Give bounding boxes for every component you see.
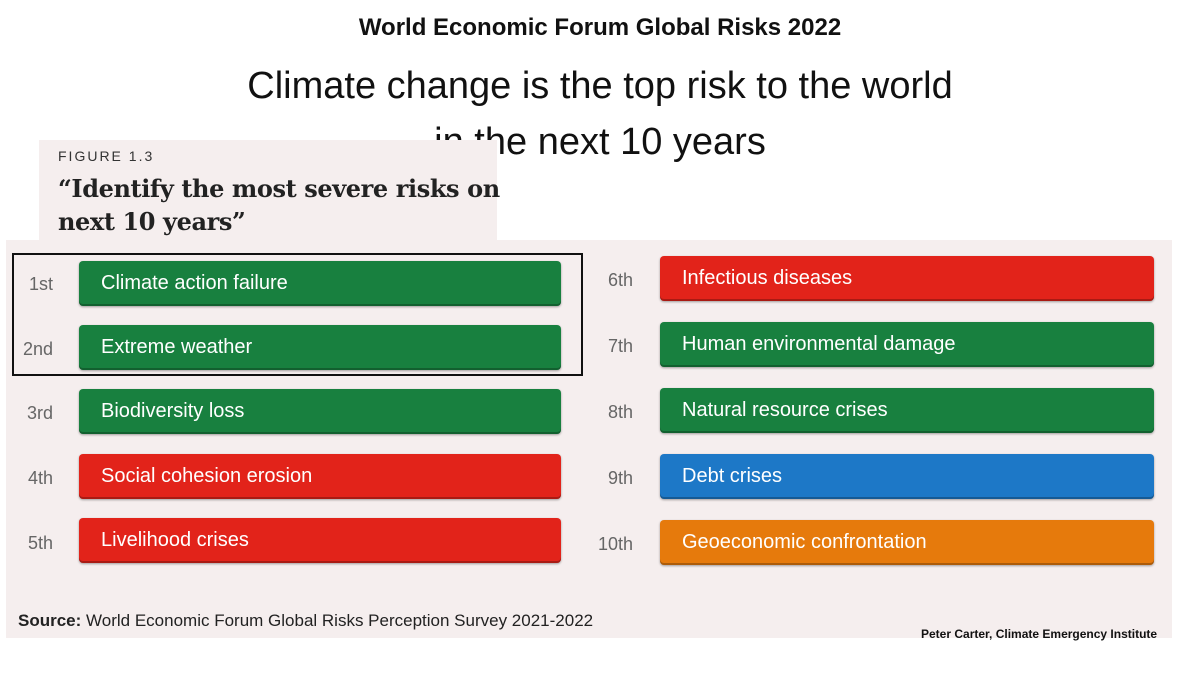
figure-header: FIGURE 1.3 “Identify the most severe ris… <box>39 140 500 240</box>
risk-bar: Livelihood crises <box>79 518 561 563</box>
risk-bar: Biodiversity loss <box>79 389 561 434</box>
risk-rank: 2nd <box>23 339 54 359</box>
slide-title: World Economic Forum Global Risks 2022 <box>358 14 842 41</box>
risk-rank: 10th <box>598 534 634 554</box>
question-line-1: “Identify the most severe risks on <box>58 174 500 203</box>
source-note: Source: World Economic Forum Global Risk… <box>18 611 593 631</box>
risk-bar: Extreme weather <box>79 325 561 370</box>
top-two-highlight-box <box>12 253 583 376</box>
subtitle-line-1: Climate change is the top risk to the wo… <box>247 65 953 107</box>
risk-rank: 1st <box>29 274 54 294</box>
slide-subtitle: Climate change is the top risk to the wo… <box>0 58 1200 170</box>
risk-rank: 8th <box>608 402 634 422</box>
risk-rank: 3rd <box>27 403 54 423</box>
risk-bar: Debt crises <box>660 454 1154 499</box>
risk-ranking-panel <box>6 240 1172 638</box>
risk-bar: Natural resource crises <box>660 388 1154 433</box>
risk-rank: 9th <box>608 468 634 488</box>
source-label: Source: <box>18 611 82 630</box>
survey-question: “Identify the most severe risks on next … <box>58 172 500 238</box>
source-strip <box>6 600 601 638</box>
risk-rank: 7th <box>608 336 634 356</box>
risk-bar: Human environmental damage <box>660 322 1154 367</box>
risk-rank: 6th <box>608 270 634 290</box>
source-text: World Economic Forum Global Risks Percep… <box>81 611 594 630</box>
risk-bar: Social cohesion erosion <box>79 454 561 499</box>
question-line-2: next 10 years” <box>58 207 246 236</box>
risk-rank: 4th <box>28 468 54 488</box>
risk-rank: 5th <box>28 533 54 553</box>
risk-bar: Climate action failure <box>79 261 561 306</box>
author-credit: Peter Carter, Climate Emergency Institut… <box>921 627 1158 641</box>
risk-bar: Geoeconomic confrontation <box>660 520 1154 565</box>
figure-label: FIGURE 1.3 <box>58 148 155 164</box>
risk-bar: Infectious diseases <box>660 256 1154 301</box>
